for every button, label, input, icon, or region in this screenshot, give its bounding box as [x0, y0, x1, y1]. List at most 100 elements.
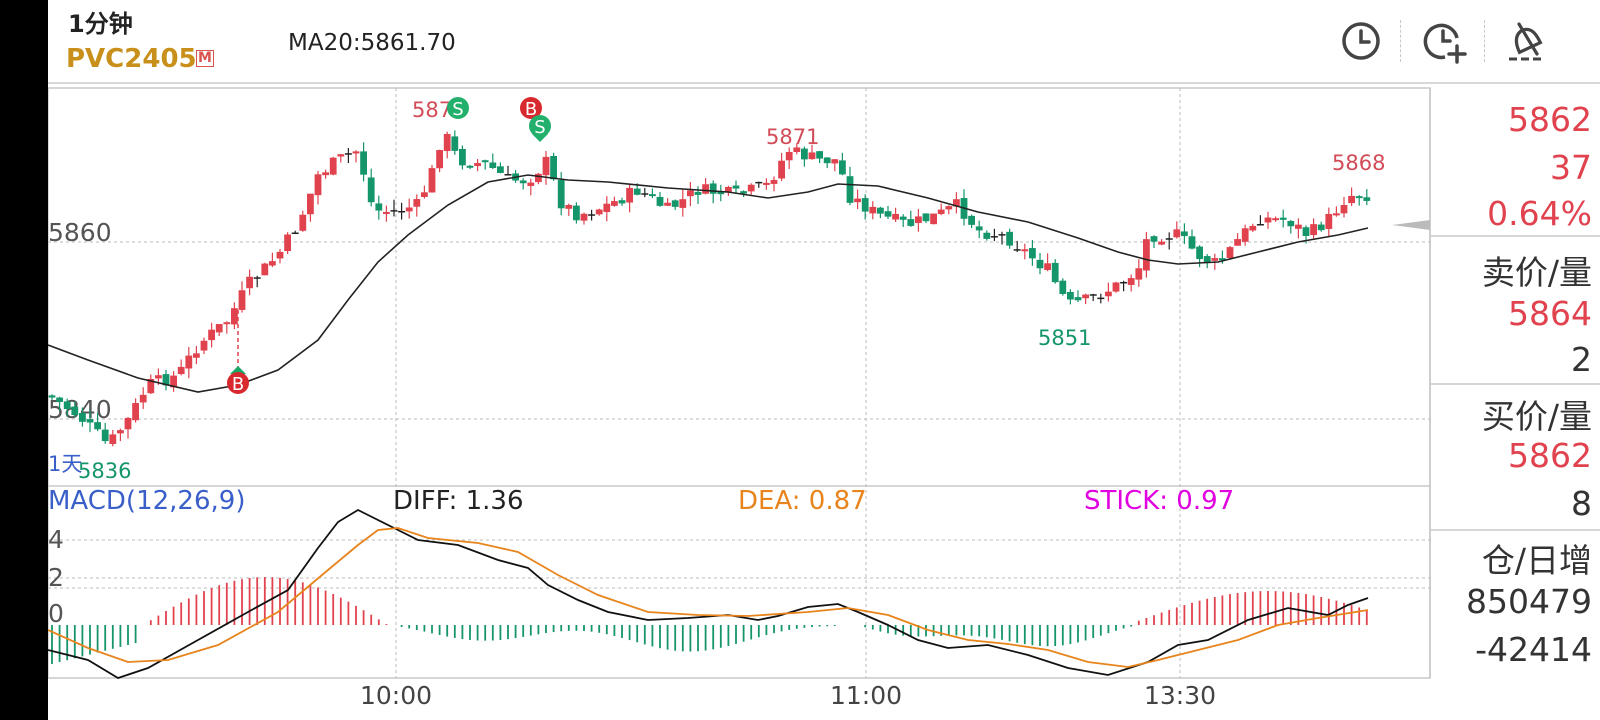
candle-body	[1112, 282, 1120, 292]
candle-body	[413, 199, 421, 207]
add-clock-icon[interactable]	[1421, 18, 1467, 64]
candle-body	[1029, 248, 1036, 259]
candle-body	[481, 160, 489, 163]
toolbar-divider	[1484, 20, 1485, 62]
time-axis-label: 13:30	[1144, 681, 1216, 710]
candle-body	[337, 154, 345, 157]
ma-readout: MA20:5861.70	[288, 30, 456, 56]
candle-body	[56, 397, 63, 402]
candle-body	[1143, 239, 1150, 271]
oi-daily-change: -42414	[1475, 630, 1592, 669]
main-contract-badge: M	[196, 50, 214, 67]
candle-body	[823, 157, 831, 164]
candle-body	[618, 200, 626, 204]
symbol-name[interactable]: PVC2405	[66, 44, 197, 74]
candle-body	[497, 166, 504, 173]
candle-body	[1340, 204, 1348, 214]
candle-body	[246, 276, 253, 289]
candle-body	[1333, 213, 1340, 216]
candle-body	[1051, 262, 1059, 283]
header-bar: 1分钟 PVC2405 M MA20:5861.70	[48, 0, 1600, 84]
candle-body	[101, 429, 109, 442]
candle-body	[1302, 227, 1310, 236]
candle-body	[1082, 294, 1089, 299]
last-price: 5862	[1508, 100, 1592, 139]
candle-body	[436, 150, 443, 169]
candle-body	[109, 434, 117, 444]
low-annotation: 5836	[78, 459, 131, 483]
buy-marker-circle	[520, 97, 542, 119]
price-change-pct: 0.64%	[1487, 194, 1592, 233]
candle-body	[1241, 228, 1249, 242]
candle-body	[428, 168, 436, 193]
candle-body	[626, 187, 633, 203]
candle-body	[649, 194, 656, 197]
current-price-pointer	[1392, 220, 1430, 230]
candle-body	[747, 184, 755, 192]
candle-body	[671, 200, 679, 207]
macd-axis-label: 0	[48, 599, 64, 628]
candle-body	[839, 160, 846, 175]
dea-readout: DEA: 0.87	[738, 486, 867, 516]
candle-body	[1196, 246, 1203, 260]
candle-body	[124, 417, 132, 430]
candle-body	[1234, 239, 1241, 246]
period-label[interactable]: 1分钟	[68, 10, 133, 38]
candle-body	[185, 355, 193, 369]
candle-body	[459, 148, 466, 166]
range-label: 1天	[48, 452, 82, 476]
candle-body	[1264, 217, 1272, 223]
candle-body	[94, 422, 101, 430]
ask-price: 5864	[1508, 294, 1592, 333]
candle-body	[595, 209, 603, 215]
history-clock-icon[interactable]	[1338, 18, 1384, 64]
candle-body	[86, 419, 94, 423]
candle-body	[763, 182, 770, 185]
macd-axis-label: 2	[48, 563, 64, 592]
candle-body	[694, 191, 702, 195]
candle-body	[922, 213, 930, 222]
candle-body	[1310, 224, 1317, 236]
candle-body	[664, 202, 671, 206]
candle-body	[854, 198, 861, 203]
candle-body	[443, 133, 451, 151]
candle-body	[846, 176, 854, 203]
sell-marker-circle	[447, 97, 469, 119]
candle-body	[1036, 259, 1044, 269]
stick-readout: STICK: 0.97	[1084, 486, 1234, 516]
candle-body	[573, 205, 580, 221]
candle-body	[79, 413, 86, 422]
candle-body	[117, 430, 124, 434]
candle-body	[687, 190, 694, 197]
alarm-bell-icon[interactable]	[1503, 18, 1549, 64]
candle-body	[208, 329, 215, 341]
low-annotation: 5851	[1038, 326, 1091, 350]
candle-body	[1219, 258, 1226, 261]
price-change: 37	[1550, 148, 1592, 187]
candle-body	[1181, 231, 1188, 237]
candle-body	[542, 156, 550, 176]
candle-body	[877, 207, 884, 214]
candle-body	[1006, 231, 1013, 246]
macd-axis-label: 4	[48, 525, 64, 554]
candle-body	[466, 165, 474, 168]
candle-body	[421, 192, 428, 197]
candle-body	[383, 211, 390, 214]
candle-body	[147, 378, 155, 394]
candle-body	[360, 151, 367, 175]
candle-body	[785, 152, 793, 161]
candle-body	[1355, 196, 1363, 199]
candle-body	[527, 182, 535, 186]
candle-body	[177, 366, 185, 375]
candle-body	[193, 353, 200, 358]
bid-volume: 8	[1571, 484, 1592, 523]
candle-body	[740, 191, 747, 194]
candle-body	[489, 162, 497, 168]
candle-body	[132, 403, 139, 421]
candle-body	[1317, 224, 1325, 231]
candle-body	[892, 213, 899, 220]
candle-body	[269, 261, 276, 266]
candle-body	[1158, 241, 1165, 245]
candle-body	[717, 191, 725, 195]
